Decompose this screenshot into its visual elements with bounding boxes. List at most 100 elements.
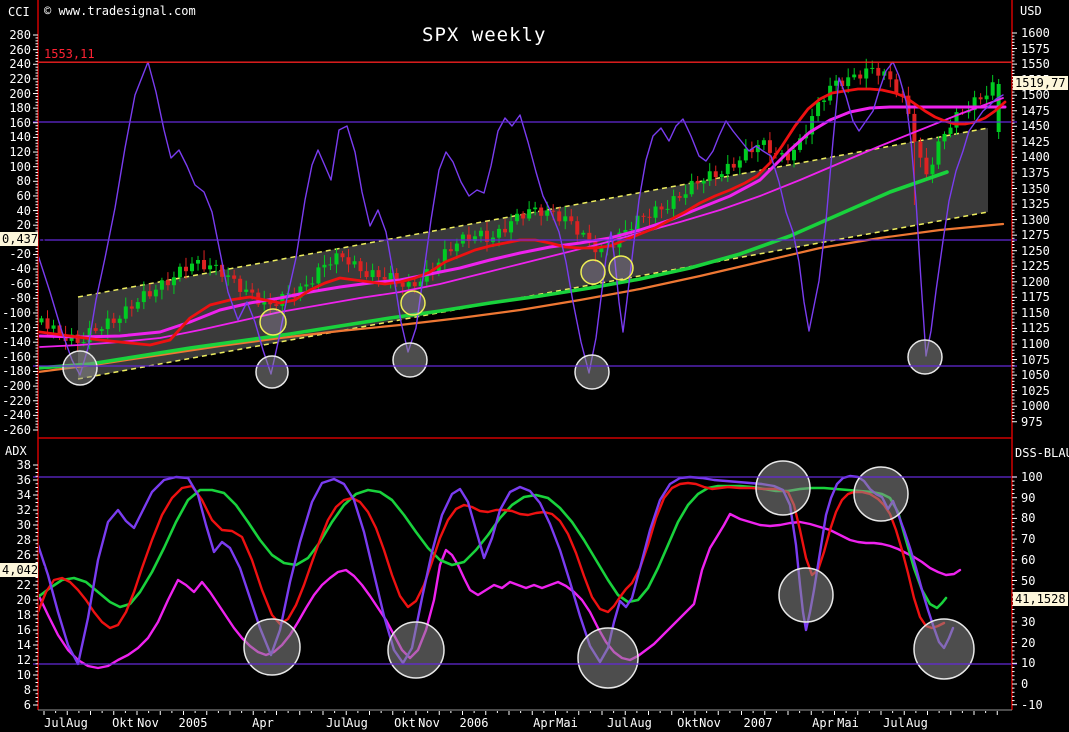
axis-tick-label: 28 xyxy=(16,533,31,547)
axis-tick-label: 80 xyxy=(1021,511,1036,526)
candle xyxy=(214,264,219,266)
x-axis-month-label: Jul xyxy=(326,716,348,730)
axis-tick-label: 70 xyxy=(1021,532,1036,547)
candle xyxy=(346,257,351,265)
candle xyxy=(930,164,935,175)
candle xyxy=(798,138,803,150)
axis-tick-label: 20 xyxy=(1021,635,1036,650)
axis-tick-label: 26 xyxy=(16,548,31,562)
candle xyxy=(749,148,754,153)
candle xyxy=(472,236,477,241)
axis-tick-label: -80 xyxy=(9,291,31,306)
candle xyxy=(527,209,532,219)
axis-tick-label: 1275 xyxy=(1021,228,1050,243)
candle xyxy=(220,264,225,277)
candle xyxy=(250,289,255,293)
signal-circle-yellow xyxy=(400,290,426,316)
candle xyxy=(551,210,556,212)
candle xyxy=(57,325,62,335)
axis-tick-label: 16 xyxy=(16,623,31,637)
axis-tick-label: 38 xyxy=(16,458,31,472)
candle xyxy=(948,127,953,134)
axis-tick-label: 120 xyxy=(9,145,31,160)
candle xyxy=(147,291,152,297)
axis-tick-label: 240 xyxy=(9,57,31,72)
top-panel-plot xyxy=(39,58,1007,390)
cci-current-value-badge: 0,4378 xyxy=(0,232,46,246)
candle xyxy=(767,140,772,153)
left-axis-title-cci: CCI xyxy=(8,5,30,19)
axis-tick-label: 100 xyxy=(1021,470,1043,484)
axis-tick-label: 22 xyxy=(16,578,31,592)
signal-circle-gray xyxy=(392,342,428,378)
candle xyxy=(761,140,766,145)
axis-tick-label: 90 xyxy=(1021,490,1036,505)
candle xyxy=(629,229,634,231)
axis-tick-label: 1575 xyxy=(1021,41,1050,56)
candle xyxy=(466,234,471,241)
axis-tick-label: -200 xyxy=(2,379,31,394)
series-dss-red-line xyxy=(39,481,946,630)
candle xyxy=(599,246,604,253)
candle xyxy=(864,68,869,79)
candle xyxy=(298,286,303,298)
x-axis-month-label: Okt xyxy=(394,716,416,730)
candle xyxy=(129,306,134,309)
axes-and-frame xyxy=(33,0,1017,715)
candle xyxy=(503,228,508,233)
candle xyxy=(497,228,502,238)
series-orange-line xyxy=(39,222,1005,373)
candle xyxy=(51,325,56,329)
candle xyxy=(412,282,417,287)
series-cci-line xyxy=(39,61,1004,376)
candle xyxy=(846,77,851,87)
channel-edge-dashed xyxy=(77,127,989,298)
candle xyxy=(442,249,447,263)
signal-circle-gray xyxy=(778,567,834,623)
candle xyxy=(202,259,207,270)
axis-tick-label: -10 xyxy=(1021,697,1043,712)
axis-tick-label: 1175 xyxy=(1021,290,1050,305)
candle xyxy=(196,259,201,264)
left-axis-title-adx: ADX xyxy=(5,444,27,458)
candle xyxy=(563,216,568,222)
axis-tick-label: -40 xyxy=(9,262,31,277)
candle xyxy=(665,208,670,210)
candle xyxy=(448,249,453,252)
series-dss-violet-line xyxy=(39,474,955,666)
candle xyxy=(713,171,718,178)
candle xyxy=(304,284,309,287)
candle xyxy=(400,282,405,287)
signal-circle-yellow xyxy=(580,259,606,285)
candle xyxy=(533,207,538,210)
axis-tick-label: 1550 xyxy=(1021,57,1050,72)
candle xyxy=(376,270,381,278)
x-axis-month-label: Nov xyxy=(699,716,721,730)
candle xyxy=(171,277,176,286)
candle xyxy=(358,261,363,272)
axis-tick-label: 1350 xyxy=(1021,181,1050,196)
candle xyxy=(515,213,520,222)
candle xyxy=(792,149,796,161)
x-axis-month-label: Nov xyxy=(137,716,159,730)
axis-tick-label: 30 xyxy=(16,518,31,532)
candle xyxy=(418,281,423,287)
axis-tick-label: 975 xyxy=(1021,414,1043,429)
candle xyxy=(743,148,748,161)
axis-tick-label: 1425 xyxy=(1021,134,1050,149)
candle xyxy=(557,211,562,222)
right-axis-title-dss-blau: DSS-BLAU xyxy=(1015,446,1069,460)
axis-tick-label: 1300 xyxy=(1021,212,1050,227)
signal-circle-gray xyxy=(243,618,301,676)
candle xyxy=(659,206,664,210)
x-axis-month-label: Aug xyxy=(630,716,652,730)
candle xyxy=(183,266,188,272)
axis-tick-label: 14 xyxy=(16,638,31,652)
series-green-ma-line xyxy=(39,170,949,370)
candle xyxy=(75,334,80,343)
axis-tick-label: 12 xyxy=(16,653,31,667)
axis-tick-label: 1450 xyxy=(1021,119,1050,134)
x-axis-month-label: Aug xyxy=(66,716,88,730)
series-adx-magenta-line xyxy=(39,512,962,670)
